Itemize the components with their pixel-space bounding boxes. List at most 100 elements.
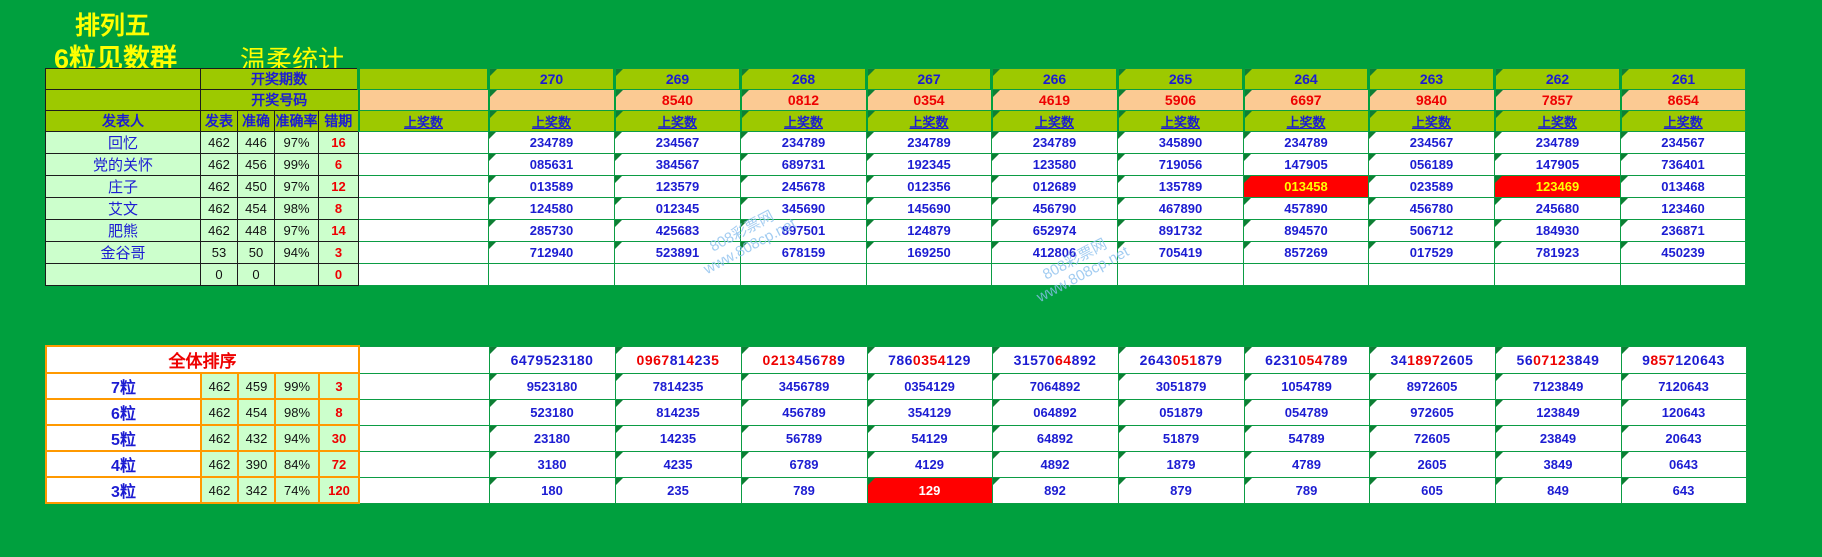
draw-row-label: 开奖号码 (200, 89, 359, 111)
hits-cell-alert: 123469 (1494, 175, 1621, 198)
rank-cell: 1054789 (1243, 372, 1370, 400)
period-header-cell: 264 (1242, 68, 1369, 90)
draw-number-cell: 4619 (990, 89, 1118, 111)
rank-cell: 56789 (740, 424, 868, 452)
published-cell: 462 (200, 175, 238, 198)
rank-cell: 64892 (991, 424, 1119, 452)
published-cell: 462 (200, 424, 239, 452)
hits-cell (866, 263, 992, 286)
hits-cell: 124879 (866, 219, 992, 242)
sequence-segment: 2605 (1440, 351, 1474, 368)
published-cell: 53 (200, 241, 238, 264)
hits-cell: 147905 (1243, 153, 1369, 176)
period-header-cell: 262 (1493, 68, 1621, 90)
hits-header-cell: 上奖数 (739, 110, 867, 132)
hits-cell: 450239 (1620, 241, 1746, 264)
rate-cell: 97% (274, 131, 319, 154)
rank-cell: 1879 (1117, 450, 1245, 478)
overall-rank-title: 全体排序 (45, 345, 360, 374)
accurate-cell: 456 (237, 153, 275, 176)
rank-cell-empty (358, 398, 490, 426)
rank-cell: 54789 (1243, 424, 1370, 452)
rank-cell: 3849 (1494, 450, 1622, 478)
sequence-segment: 789 (1323, 351, 1348, 368)
hits-cell: 234567 (614, 131, 741, 154)
rate-cell (274, 263, 319, 286)
hits-cell: 013468 (1620, 175, 1746, 198)
sequence-cell: 3418972605 (1368, 345, 1496, 374)
publisher-name-cell: 金谷哥 (45, 241, 201, 264)
publisher-name-cell: 艾文 (45, 197, 201, 220)
sequence-segment: 9 (1642, 351, 1651, 368)
draw-number-cell: 6697 (1242, 89, 1369, 111)
rank-cell: 3180 (488, 450, 616, 478)
rate-cell: 99% (274, 372, 320, 400)
hits-cell: 689731 (740, 153, 867, 176)
hits-cell: 345690 (740, 197, 867, 220)
rank-cell: 3051879 (1117, 372, 1245, 400)
hits-cell: 384567 (614, 153, 741, 176)
rank-cell: 23849 (1494, 424, 1622, 452)
draw-number-cell: 0354 (865, 89, 992, 111)
hits-cell: 467890 (1117, 197, 1244, 220)
hits-cell: 147905 (1494, 153, 1621, 176)
sequence-segment: 120643 (1675, 351, 1725, 368)
rank-cell: 2605 (1368, 450, 1496, 478)
bottom-table: 全体排序 6479523180 0967814235 0213456789 786035… (45, 345, 1747, 504)
sequence-segment: 786 (888, 351, 913, 368)
sequence-cell: 7860354129 (866, 345, 993, 374)
hits-cell: 719056 (1117, 153, 1244, 176)
sequence-segment: 9 (837, 351, 846, 368)
hits-cell: 234789 (488, 131, 615, 154)
period-header-cell: 268 (739, 68, 867, 90)
hits-cell: 145690 (866, 197, 992, 220)
hits-cell-empty (358, 197, 489, 220)
period-header-cell: 269 (613, 68, 741, 90)
published-cell: 462 (200, 372, 239, 400)
sequence-segment: 456 (795, 351, 821, 368)
period-header-cell: 265 (1116, 68, 1244, 90)
publisher-name-cell: 肥熊 (45, 219, 201, 242)
sequence-segment: 0967 (636, 351, 670, 368)
published-cell: 462 (200, 219, 238, 242)
miss-cell: 8 (318, 197, 359, 220)
sequence-segment: 2643 (1139, 351, 1173, 368)
hits-cell-empty (358, 153, 489, 176)
hits-cell: 506712 (1368, 219, 1495, 242)
rank-cell-alert: 129 (866, 476, 993, 504)
hits-header-cell: 上奖数 (1242, 110, 1369, 132)
rank-cell: 051879 (1117, 398, 1245, 426)
hits-cell: 056189 (1368, 153, 1495, 176)
period-header-cell: 263 (1367, 68, 1495, 90)
hits-cell (740, 263, 867, 286)
hits-cell: 678159 (740, 241, 867, 264)
stat-header: 准确 (237, 110, 275, 132)
hits-cell: 736401 (1620, 153, 1746, 176)
hits-header-cell: 上奖数 (1116, 110, 1244, 132)
accurate-cell: 0 (237, 263, 275, 286)
rank-cell: 7814235 (614, 372, 742, 400)
miss-cell: 8 (318, 398, 360, 426)
accurate-cell: 454 (237, 197, 275, 220)
sequence-segment: 64 (1055, 351, 1072, 368)
hits-cell: 123460 (1620, 197, 1746, 220)
hits-cell: 891732 (1117, 219, 1244, 242)
rank-cell: 9523180 (488, 372, 616, 400)
rank-cell: 0643 (1620, 450, 1747, 478)
blank-corner-cell (45, 89, 201, 111)
hits-header-cell: 上奖数 (1619, 110, 1746, 132)
hits-cell-empty (358, 175, 489, 198)
top-table: 开奖期数 270 269 268 267 266 265 264 263 262 261 开奖号码 85… (45, 68, 1746, 286)
blank-corner-cell (45, 68, 201, 90)
sequence-segment: 56 (1516, 351, 1534, 368)
draw-number-cell: 8540 (613, 89, 741, 111)
rank-cell-empty (358, 424, 490, 452)
period-header-empty (357, 68, 489, 90)
published-cell: 462 (200, 131, 238, 154)
hits-cell (991, 263, 1118, 286)
rank-label-cell: 3粒 (45, 476, 202, 504)
hits-cell: 135789 (1117, 175, 1244, 198)
accurate-cell: 342 (237, 476, 276, 504)
rank-cell: 523180 (488, 398, 616, 426)
miss-cell: 3 (318, 241, 359, 264)
